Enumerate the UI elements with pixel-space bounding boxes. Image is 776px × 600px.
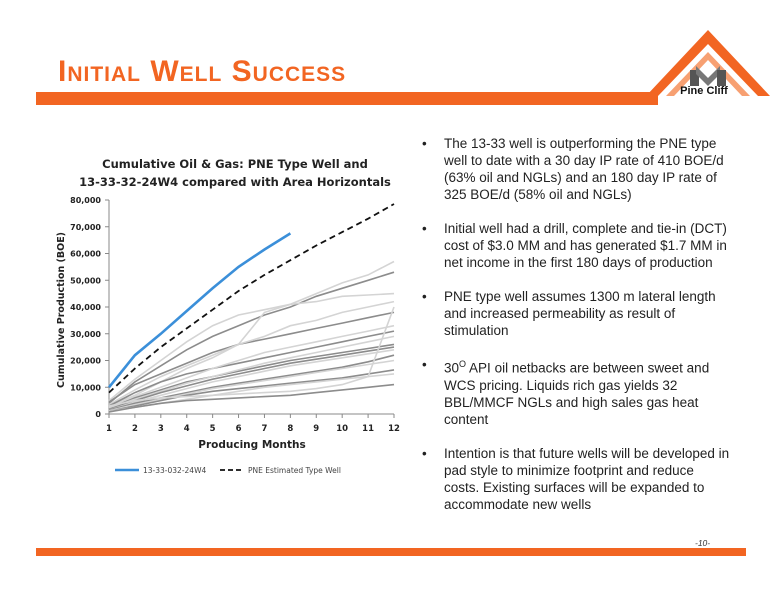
pine-cliff-logo <box>646 30 770 96</box>
title-underline-bar <box>36 92 658 105</box>
x-tick-label: 1 <box>106 424 112 434</box>
area-horizontal-line <box>108 300 395 406</box>
area-horizontal-line <box>108 343 395 410</box>
legend-label: PNE Estimated Type Well <box>248 466 341 475</box>
area-horizontal-line <box>108 383 395 413</box>
area-horizontal-line <box>108 349 395 411</box>
x-tick-label: 6 <box>236 424 242 434</box>
area-horizontal-line <box>108 330 395 407</box>
bullet-item: The 13-33 well is outperforming the PNE … <box>420 135 730 203</box>
y-tick-label: 20,000 <box>70 357 101 366</box>
area-horizontal-line <box>108 335 395 409</box>
legend-label: 13-33-032-24W4 <box>143 466 206 475</box>
y-tick-label: 0 <box>95 410 101 419</box>
well-13-33-line <box>107 232 292 389</box>
x-tick-label: 9 <box>313 424 319 434</box>
y-tick-label: 30,000 <box>70 330 101 339</box>
x-axis: 1 2 3 4 5 6 7 8 9 10 11 12 <box>106 413 400 434</box>
area-horizontal-line <box>108 359 395 412</box>
x-tick-label: 11 <box>362 424 374 434</box>
area-horizontal-line <box>108 311 395 403</box>
bullet-item: Intention is that future wells will be d… <box>420 445 730 513</box>
area-horizontal-line <box>108 369 395 413</box>
logo-text: Pine Cliff <box>680 85 728 97</box>
y-axis: 0 10,000 20,000 30,000 40,000 50,000 60,000 70,… <box>70 196 110 419</box>
x-tick-label: 8 <box>287 424 293 434</box>
slide-title: Initial Well Success <box>58 55 347 88</box>
bullet-item: Initial well had a drill, complete and t… <box>420 220 730 271</box>
chart-title-line-1: Cumulative Oil & Gas: PNE Type Well and <box>102 157 368 171</box>
x-tick-label: 12 <box>388 424 400 434</box>
area-horizontal-line <box>108 306 395 407</box>
area-horizontal-line <box>108 346 395 410</box>
bullet-item: 30O API oil netbacks are between sweet a… <box>420 356 730 428</box>
bullet-text-pre: 30 <box>444 360 460 376</box>
y-tick-label: 60,000 <box>70 250 101 259</box>
x-tick-label: 7 <box>261 424 267 434</box>
area-horizontal-line <box>108 260 395 402</box>
area-horizontal-line <box>108 324 395 409</box>
chart-title: Cumulative Oil & Gas: PNE Type Well and … <box>60 155 410 191</box>
cumulative-production-chart: 0 10,000 20,000 30,000 40,000 50,000 60,000 70,… <box>56 196 400 475</box>
type-well-line <box>108 203 395 394</box>
logo-roof-inner-icon <box>666 52 750 96</box>
x-tick-label: 10 <box>336 424 348 434</box>
y-tick-label: 50,000 <box>70 276 101 285</box>
highlight-series-lines <box>107 203 395 394</box>
logo-roof-icon <box>646 30 770 96</box>
footer-bar <box>36 548 746 556</box>
chart-title-line-2: 13-33-32-24W4 compared with Area Horizon… <box>79 175 391 189</box>
x-axis-label: Producing Months <box>198 439 305 451</box>
area-horizontals-lines <box>108 260 395 413</box>
y-tick-label: 40,000 <box>70 303 101 312</box>
bullet-item: PNE type well assumes 1300 m lateral len… <box>420 288 730 339</box>
x-tick-label: 3 <box>158 424 164 434</box>
bullet-list: The 13-33 well is outperforming the PNE … <box>420 135 730 530</box>
area-horizontal-line <box>108 271 395 404</box>
x-tick-label: 2 <box>132 424 138 434</box>
x-tick-label: 5 <box>210 424 216 434</box>
y-tick-label: 70,000 <box>70 223 101 232</box>
degree-superscript: O <box>459 359 467 369</box>
y-tick-label: 80,000 <box>70 196 101 205</box>
chart-legend: 13-33-032-24W4 PNE Estimated Type Well <box>115 466 341 475</box>
bullet-text-post: API oil netbacks are between sweet and W… <box>444 360 710 427</box>
page-number: -10- <box>695 538 711 548</box>
x-tick-label: 4 <box>184 424 190 434</box>
y-tick-label: 10,000 <box>70 383 101 392</box>
y-axis-label: Cumulative Production (BOE) <box>56 232 67 388</box>
